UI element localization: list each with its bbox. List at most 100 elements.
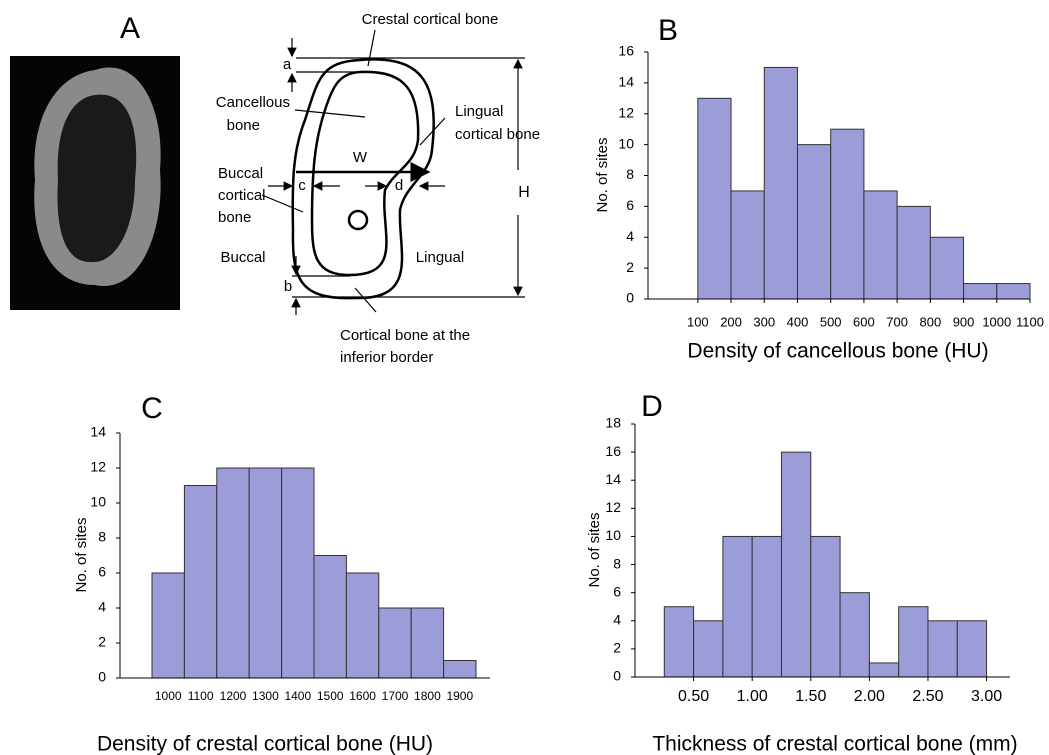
label: bone xyxy=(218,209,251,226)
bar xyxy=(898,606,929,678)
label: Buccal xyxy=(218,165,263,182)
label: cortical xyxy=(218,187,266,204)
x-tick-label: 800 xyxy=(919,314,941,329)
label: Lingual xyxy=(416,249,464,266)
bar xyxy=(216,467,250,679)
panel-label: A xyxy=(120,12,140,45)
label: W xyxy=(353,149,368,166)
bar xyxy=(996,283,1031,300)
x-tick-label: 1400 xyxy=(284,689,311,703)
x-tick-label: 3.00 xyxy=(971,688,1002,705)
x-tick-label: 1900 xyxy=(446,689,473,703)
label: inferior border xyxy=(340,349,433,366)
y-tick-label: 4 xyxy=(98,599,106,615)
y-tick-label: 2 xyxy=(626,259,634,275)
label: b xyxy=(284,278,292,295)
label: cortical bone xyxy=(455,126,540,143)
label: Crestal cortical bone xyxy=(362,11,499,28)
x-axis-title: Thickness of crestal cortical bone (mm) xyxy=(652,733,1017,755)
y-tick-label: 12 xyxy=(618,104,634,120)
panel-label: B xyxy=(658,14,678,47)
x-tick-label: 700 xyxy=(886,314,908,329)
x-tick-label: 1000 xyxy=(155,689,182,703)
y-tick-label: 10 xyxy=(90,494,106,510)
label: H xyxy=(518,184,530,201)
y-tick-label: 14 xyxy=(90,424,106,440)
y-axis-title: No. of sites xyxy=(73,517,90,592)
y-axis-title: No. of sites xyxy=(586,512,603,587)
x-tick-label: 500 xyxy=(820,314,842,329)
y-tick-label: 8 xyxy=(98,529,106,545)
label: Buccal xyxy=(220,249,265,266)
label: Cortical bone at the xyxy=(340,327,470,344)
bar xyxy=(345,572,380,679)
ct-marrow xyxy=(57,94,137,263)
x-tick-label: 400 xyxy=(787,314,809,329)
y-tick-label: 2 xyxy=(613,640,621,656)
bar xyxy=(410,607,445,679)
label: Lingual xyxy=(455,103,503,120)
x-tick-label: 2.00 xyxy=(854,688,885,705)
label: a xyxy=(283,56,292,73)
y-tick-label: 10 xyxy=(618,135,634,151)
x-tick-label: 1300 xyxy=(252,689,279,703)
y-tick-label: 14 xyxy=(618,74,634,90)
x-tick-label: 300 xyxy=(753,314,775,329)
bar xyxy=(863,190,898,300)
y-tick-label: 0 xyxy=(98,669,106,685)
y-axis-title: No. of sites xyxy=(594,137,611,212)
y-tick-label: 8 xyxy=(613,555,621,571)
y-tick-label: 12 xyxy=(90,459,106,475)
y-tick-label: 2 xyxy=(98,634,106,650)
label: c xyxy=(298,177,306,194)
bar xyxy=(663,606,695,678)
x-tick-label: 1100 xyxy=(1016,314,1044,329)
y-tick-label: 0 xyxy=(613,668,621,684)
x-tick-label: 1.00 xyxy=(737,688,768,705)
x-tick-label: 1000 xyxy=(982,314,1011,329)
x-tick-label: 1500 xyxy=(317,689,344,703)
bar xyxy=(443,660,477,679)
bar xyxy=(868,662,900,678)
bar xyxy=(248,467,283,679)
x-axis-title: Density of crestal cortical bone (HU) xyxy=(97,733,433,755)
y-tick-label: 0 xyxy=(626,290,634,306)
bar xyxy=(183,485,218,679)
bar xyxy=(730,190,765,300)
bar xyxy=(751,535,782,678)
x-tick-label: 1600 xyxy=(349,689,376,703)
y-tick-label: 16 xyxy=(618,43,634,59)
bar xyxy=(963,283,998,300)
bar xyxy=(281,467,315,679)
x-axis-title: Density of cancellous bone (HU) xyxy=(687,340,988,363)
x-tick-label: 0.50 xyxy=(678,688,709,705)
diagram xyxy=(291,58,435,300)
label: d xyxy=(395,177,403,194)
y-tick-label: 18 xyxy=(605,415,621,431)
bar xyxy=(378,607,412,679)
bar xyxy=(697,97,732,300)
x-tick-label: 100 xyxy=(687,314,709,329)
y-tick-label: 4 xyxy=(613,611,621,627)
bar xyxy=(722,535,753,678)
y-tick-label: 16 xyxy=(605,443,621,459)
x-tick-label: 900 xyxy=(953,314,975,329)
x-tick-label: 1200 xyxy=(220,689,247,703)
bar xyxy=(780,451,812,678)
x-tick-label: 1100 xyxy=(188,689,214,703)
y-tick-label: 4 xyxy=(626,228,634,244)
bar xyxy=(927,620,958,678)
bar xyxy=(151,572,185,679)
y-tick-label: 6 xyxy=(626,197,634,213)
y-tick-label: 12 xyxy=(605,499,621,515)
x-tick-label: 1.50 xyxy=(795,688,826,705)
dimension-lines xyxy=(261,29,525,315)
x-tick-label: 1800 xyxy=(414,689,441,703)
label: Cancellous xyxy=(216,94,290,111)
x-tick-label: 2.50 xyxy=(912,688,943,705)
bar xyxy=(929,236,965,300)
x-tick-label: 600 xyxy=(853,314,875,329)
y-tick-label: 10 xyxy=(605,527,621,543)
x-tick-label: 1700 xyxy=(382,689,409,703)
